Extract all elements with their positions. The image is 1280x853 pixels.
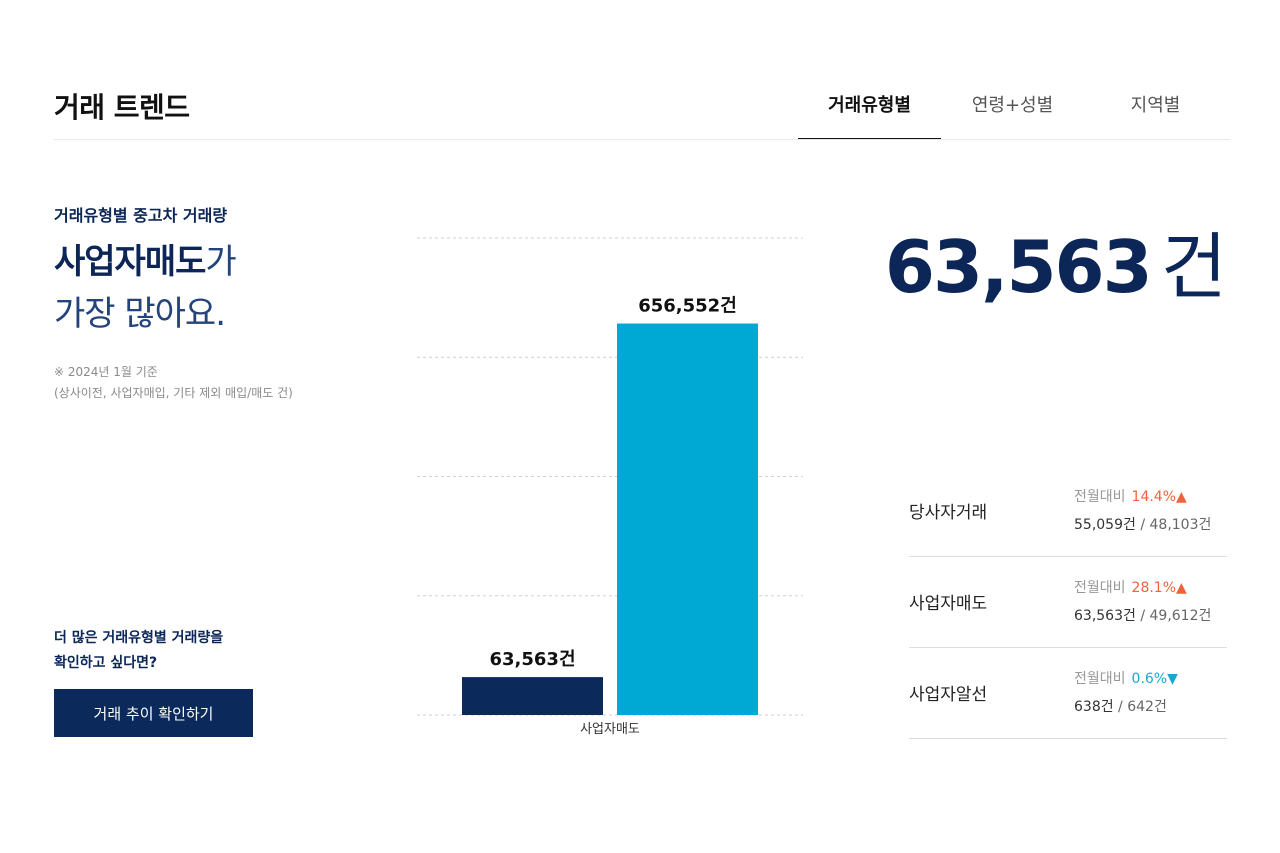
headline-line2: 가장 많아요. xyxy=(54,294,226,334)
tab-transaction-type[interactable]: 거래유형별 xyxy=(798,72,941,140)
summary-unit: 건 xyxy=(1160,225,1227,309)
cta-text: 더 많은 거래유형별 거래량을 확인하고 싶다면? xyxy=(54,626,223,676)
stat-row-direct: 당사자거래 전월대비 14.4%▲ 55,059건 / 48,103건 xyxy=(909,466,1227,557)
page-title: 거래 트렌드 xyxy=(54,91,190,124)
stat-mom: 전월대비 14.4%▲ xyxy=(1074,486,1211,506)
cta-text-line1: 더 많은 거래유형별 거래량을 xyxy=(54,630,224,646)
stat-current: 63,563건 xyxy=(1074,608,1136,624)
stat-counts: 63,563건 / 49,612건 xyxy=(1074,605,1211,625)
chart-bars xyxy=(462,323,758,715)
cta-text-line2: 확인하고 싶다면? xyxy=(54,655,158,671)
stats-list: 당사자거래 전월대비 14.4%▲ 55,059건 / 48,103건 사업자매도… xyxy=(909,466,1227,739)
stat-info: 전월대비 0.6%▼ 638건 / 642건 xyxy=(1074,668,1178,716)
stat-current: 638건 xyxy=(1074,699,1114,715)
footnote: ※ 2024년 1월 기준 (상사이전, 사업자매입, 기타 제외 매입/매도 … xyxy=(54,362,293,404)
tab-region[interactable]: 지역별 xyxy=(1130,95,1181,116)
chart-grid xyxy=(417,237,803,716)
stat-name: 사업자알선 xyxy=(909,685,988,705)
data-label: 656,552건 xyxy=(638,296,737,317)
stat-mom-label: 전월대비 xyxy=(1074,489,1126,505)
bar-series-2 xyxy=(617,323,758,715)
category-label: 사업자매도 xyxy=(580,722,640,737)
stat-info: 전월대비 28.1%▲ 63,563건 / 49,612건 xyxy=(1074,577,1211,625)
stat-row-dealer-sale: 사업자매도 전월대비 28.1%▲ 63,563건 / 49,612건 xyxy=(909,557,1227,648)
stat-previous: 49,612건 xyxy=(1149,608,1212,624)
stat-previous: 642건 xyxy=(1127,699,1167,715)
stat-name: 사업자매도 xyxy=(909,594,988,614)
stat-info: 전월대비 14.4%▲ 55,059건 / 48,103건 xyxy=(1074,486,1211,534)
stat-separator: / xyxy=(1135,608,1150,624)
headline: 사업자매도가 가장 많아요. xyxy=(54,236,237,340)
summary-value: 63,563 xyxy=(884,225,1153,309)
headline-highlight: 사업자매도 xyxy=(54,242,206,282)
section-subtitle: 거래유형별 중고차 거래량 xyxy=(54,206,228,225)
stat-counts: 638건 / 642건 xyxy=(1074,696,1178,716)
tab-age-gender[interactable]: 연령+성별 xyxy=(971,95,1054,116)
headline-suffix: 가 xyxy=(205,242,236,282)
stat-rate-up: 14.4%▲ xyxy=(1131,489,1187,505)
stat-current: 55,059건 xyxy=(1074,517,1136,533)
view-trend-button[interactable]: 거래 추이 확인하기 xyxy=(54,689,253,737)
stat-rate-down: 0.6%▼ xyxy=(1131,671,1178,687)
stat-separator: / xyxy=(1135,517,1150,533)
bar-series-1 xyxy=(462,677,603,715)
stat-mom: 전월대비 28.1%▲ xyxy=(1074,577,1211,597)
tab-bar: 거래유형별 연령+성별 지역별 xyxy=(798,72,1228,140)
data-label: 63,563건 xyxy=(489,649,575,670)
stat-previous: 48,103건 xyxy=(1149,517,1212,533)
stat-rate-up: 28.1%▲ xyxy=(1131,580,1187,596)
stat-mom-label: 전월대비 xyxy=(1074,671,1126,687)
stat-separator: / xyxy=(1113,699,1128,715)
stat-mom-label: 전월대비 xyxy=(1074,580,1126,596)
header-divider xyxy=(54,139,1230,140)
stat-counts: 55,059건 / 48,103건 xyxy=(1074,514,1211,534)
footnote-date: ※ 2024년 1월 기준 xyxy=(54,365,158,379)
footnote-scope: (상사이전, 사업자매입, 기타 제외 매입/매도 건) xyxy=(54,386,293,400)
stat-name: 당사자거래 xyxy=(909,503,988,523)
stat-row-dealer-brokerage: 사업자알선 전월대비 0.6%▼ 638건 / 642건 xyxy=(909,648,1227,739)
stat-mom: 전월대비 0.6%▼ xyxy=(1074,668,1178,688)
summary-number: 63,563 건 xyxy=(880,208,1227,313)
